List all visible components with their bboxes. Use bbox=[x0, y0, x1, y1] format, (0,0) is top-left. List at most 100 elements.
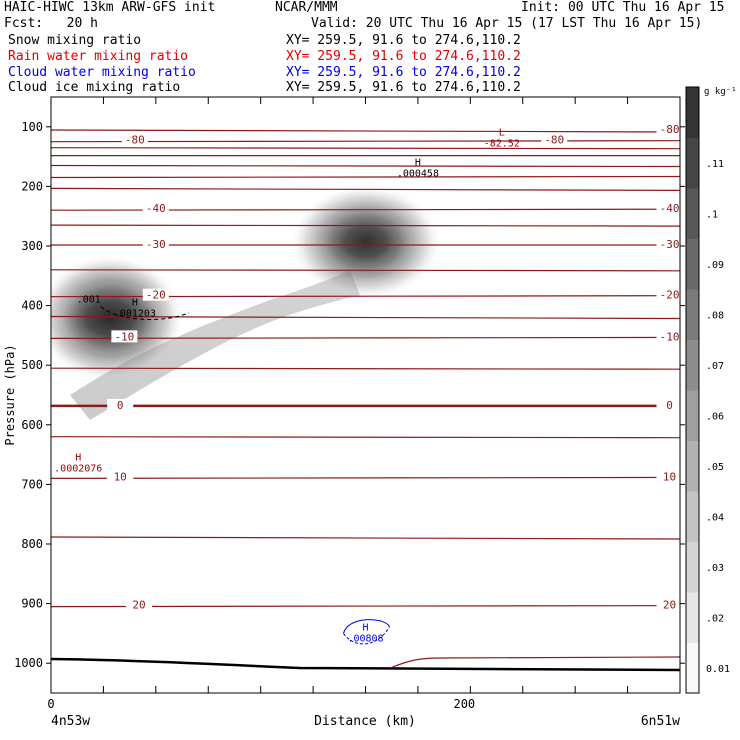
colorbar-swatch bbox=[686, 390, 699, 441]
extremum-value: .000458 bbox=[397, 169, 439, 180]
isotherm-label: -30 bbox=[146, 238, 166, 251]
isotherm-label-bg bbox=[656, 598, 680, 611]
y-tick-label: 900 bbox=[21, 597, 43, 611]
isotherm-label-bg bbox=[656, 202, 680, 215]
isotherm-line bbox=[51, 154, 680, 157]
ground-line bbox=[51, 657, 680, 672]
field-xy-cloud-water: XY= 259.5, 91.6 to 274.6,110.2 bbox=[286, 65, 521, 80]
header-init: Init: 00 UTC Thu 16 Apr 15 bbox=[521, 0, 725, 15]
header-title: HAIC-HIWC 13km ARW-GFS init bbox=[4, 0, 216, 15]
colorbar-tick-label: .1 bbox=[706, 209, 718, 220]
isotherm-line bbox=[51, 536, 680, 540]
isotherm-line bbox=[51, 268, 680, 272]
extremum-value: .0002076 bbox=[54, 464, 102, 475]
x-endpoint-right: 6n51w bbox=[641, 714, 680, 729]
isotherm-label-bg bbox=[126, 598, 153, 611]
isotherm-line bbox=[51, 435, 680, 439]
extremum-kind: L bbox=[499, 128, 505, 139]
isotherm-label-bg bbox=[142, 202, 169, 215]
isotherm-line bbox=[51, 295, 680, 298]
colorbar-tick-label: .03 bbox=[706, 563, 724, 574]
isotherm-line bbox=[51, 146, 680, 150]
colorbar-tick-label: 0.01 bbox=[706, 664, 730, 675]
field-xy-cloud-ice: XY= 259.5, 91.6 to 274.6,110.2 bbox=[286, 80, 521, 95]
isotherm-label-bg bbox=[541, 133, 568, 146]
colorbar-tick-label: .07 bbox=[706, 361, 724, 372]
x-endpoint-left: 4n53w bbox=[51, 714, 90, 729]
isotherm-line bbox=[51, 187, 680, 192]
isotherm-label-bg bbox=[656, 398, 680, 411]
field-label-cloud-water: Cloud water mixing ratio bbox=[8, 65, 196, 80]
x-tick-label: 200 bbox=[453, 697, 475, 711]
isotherm-label: 0 bbox=[117, 399, 124, 412]
y-axis-label: Pressure (hPa) bbox=[3, 344, 17, 445]
field-label-snow: Snow mixing ratio bbox=[8, 33, 142, 48]
y-tick-label: 500 bbox=[21, 358, 43, 372]
extremum-kind: H bbox=[415, 158, 421, 169]
isotherm-label: -40 bbox=[660, 202, 680, 215]
y-tick-label: 100 bbox=[21, 120, 43, 134]
surface-line bbox=[51, 656, 680, 672]
isotherm-label: 20 bbox=[132, 599, 145, 612]
colorbar-tick-label: .08 bbox=[706, 310, 724, 321]
extremum-value: .001203 bbox=[114, 309, 156, 320]
isotherm-label-bg bbox=[656, 470, 680, 483]
isotherm-label-bg bbox=[121, 133, 148, 146]
isotherm-label-bg bbox=[656, 122, 680, 135]
plot-area: -80 -80 -80 -40 -40 -30 -30 -20 -20 -10 -10 0 0 10 10 2… bbox=[51, 122, 680, 672]
colorbar-tick-label: .04 bbox=[706, 512, 724, 523]
field-label-rain: Rain water mixing ratio bbox=[8, 49, 189, 64]
isotherm-line bbox=[51, 129, 680, 133]
isotherm-line bbox=[51, 208, 680, 211]
rain-ground-contour bbox=[389, 656, 680, 669]
colorbar-swatch bbox=[686, 238, 699, 290]
colorbar: 0.01 .02 .03 .04 .05 .06 .07 .08 .09 .1 .11 bbox=[685, 86, 730, 694]
extremum-kind: H bbox=[362, 622, 368, 633]
y-tick-label: 400 bbox=[21, 299, 43, 313]
isotherm-label: 0 bbox=[666, 399, 673, 412]
isotherm-label: -80 bbox=[544, 134, 564, 147]
isotherm-line bbox=[51, 476, 680, 479]
isotherm-line bbox=[51, 164, 680, 168]
snow-shading-bridge bbox=[70, 270, 360, 420]
isotherm-label: 10 bbox=[114, 470, 127, 483]
contour-labels: -80 -80 -80 -40 -40 -30 -30 -20 -20 -10 -10 0 0 10 10 2… bbox=[54, 122, 680, 645]
colorbar-swatch bbox=[686, 188, 699, 239]
isotherm-label: -30 bbox=[660, 238, 680, 251]
isotherm-label-bg bbox=[142, 288, 169, 301]
snow-max-upper-core bbox=[318, 208, 414, 276]
isotherm-label-bg bbox=[656, 238, 680, 250]
isotherm-line bbox=[51, 315, 680, 320]
cloud-ice-contour-label: .001 bbox=[77, 295, 101, 306]
header-fcst: Fcst: 20 h bbox=[4, 16, 98, 31]
header-valid: Valid: 20 UTC Thu 16 Apr 15 (17 LST Thu … bbox=[311, 16, 703, 31]
y-tick-label: 700 bbox=[21, 477, 43, 491]
isotherm-label-bg bbox=[656, 330, 680, 343]
cloud-water-contour-lower bbox=[343, 626, 390, 645]
colorbar-swatch bbox=[686, 137, 699, 189]
extremum-kind: H bbox=[75, 453, 81, 464]
isotherm-label: -10 bbox=[114, 330, 134, 343]
colorbar-swatch bbox=[686, 592, 699, 643]
x-tick-label: 0 bbox=[47, 697, 54, 711]
colorbar-tick-label: .09 bbox=[706, 260, 724, 271]
isotherm-label-bg bbox=[142, 238, 169, 250]
isotherm-label-bg bbox=[111, 330, 138, 343]
y-tick-label: 800 bbox=[21, 537, 43, 551]
field-xy-rain: XY= 259.5, 91.6 to 274.6,110.2 bbox=[286, 49, 521, 64]
temperature-contours bbox=[51, 129, 680, 608]
y-tick-label: 300 bbox=[21, 239, 43, 253]
isotherm-label: -20 bbox=[146, 289, 166, 302]
x-axis: 0 200 bbox=[47, 97, 681, 711]
header-org: NCAR/MMM bbox=[275, 0, 338, 15]
colorbar-tick-label: .11 bbox=[706, 159, 724, 170]
isotherm-label: -10 bbox=[660, 330, 680, 343]
isotherm-line bbox=[51, 244, 680, 246]
colorbar-swatch bbox=[686, 87, 699, 138]
isotherm-line bbox=[51, 224, 680, 227]
cloud-ice-contour bbox=[100, 306, 189, 320]
y-tick-label: 600 bbox=[21, 418, 43, 432]
isotherm-label-bg bbox=[107, 398, 134, 411]
